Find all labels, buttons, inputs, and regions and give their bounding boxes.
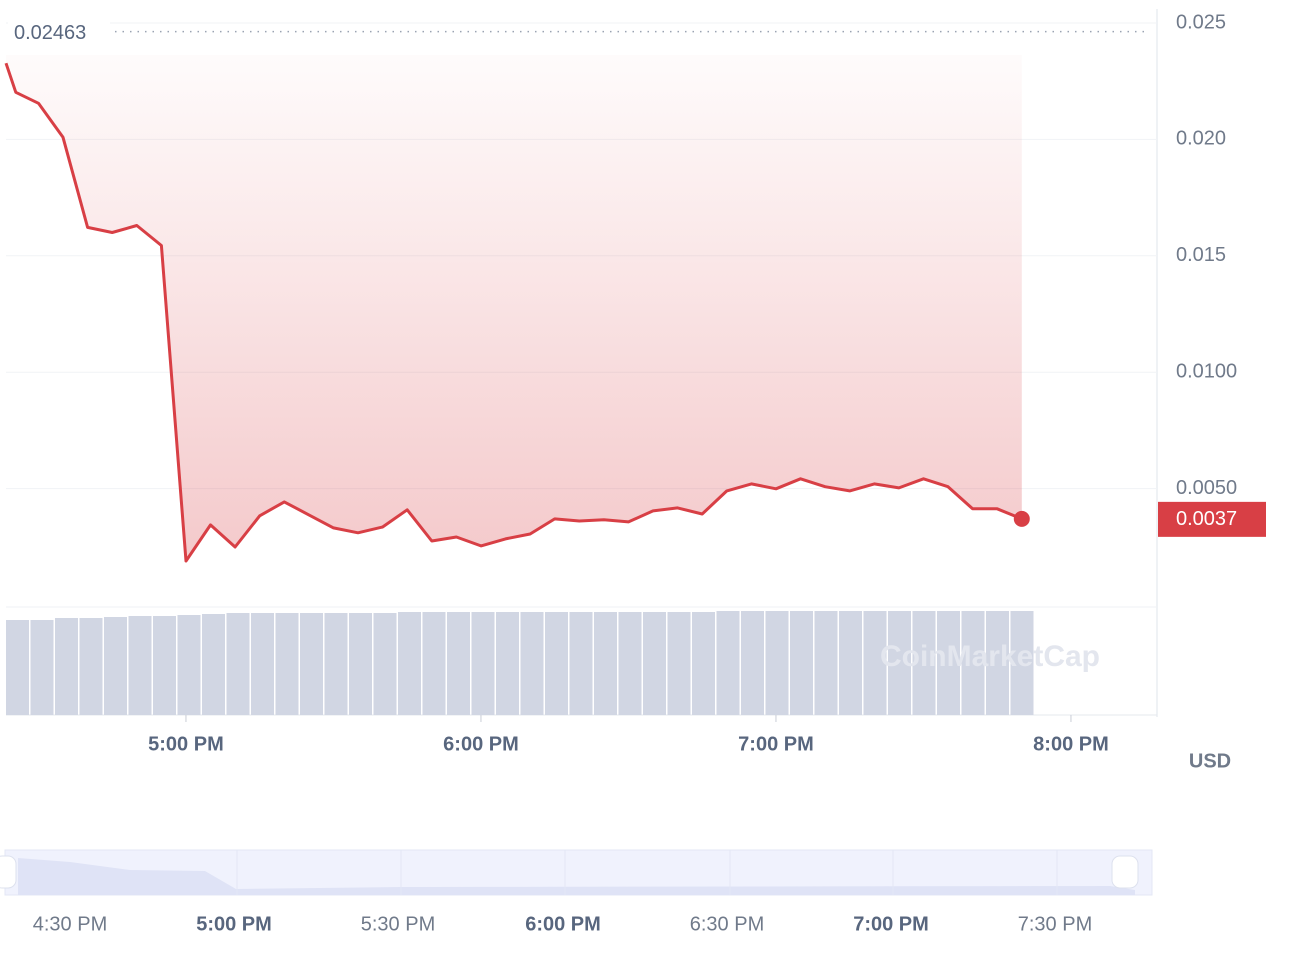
volume-bar (741, 611, 764, 715)
volume-bar (643, 612, 666, 715)
watermark: CoinMarketCap (880, 640, 1100, 673)
reference-label: 0.02463 (14, 22, 86, 44)
volume-bar (961, 611, 985, 715)
y-tick-label: 0.015 (1176, 244, 1226, 266)
reference-label-bg (8, 15, 110, 48)
volume-bar (814, 611, 838, 715)
volume-bar (398, 612, 421, 715)
volume-bar (104, 617, 127, 715)
volume-bar (128, 616, 152, 715)
navigator-tick-label: 7:00 PM (853, 913, 929, 935)
area-fill (6, 55, 1022, 561)
volume-bar (716, 611, 740, 715)
current-price-label: 0.0037 (1176, 508, 1237, 530)
volume-bar (251, 613, 274, 715)
volume-bar (618, 612, 642, 715)
volume-bar (471, 612, 495, 715)
volume-bar (986, 611, 1009, 715)
volume-bar (202, 614, 225, 715)
current-price-box (1158, 501, 1266, 537)
y-tick-label: 0.0100 (1176, 360, 1237, 382)
volume-bar (594, 612, 617, 715)
volume-bar (569, 612, 593, 715)
y-tick-label: 0.025 (1176, 11, 1226, 33)
currency-label: USD (1189, 750, 1231, 772)
x-tick-label: 8:00 PM (1033, 733, 1109, 755)
y-tick-label: 0.020 (1176, 128, 1226, 150)
volume-bar (863, 611, 887, 715)
price-line (4, 62, 1023, 563)
volume-bar (300, 613, 323, 715)
navigator-area (18, 858, 1135, 895)
volume-bar (520, 612, 544, 715)
volume-bar (324, 613, 348, 715)
volume-bar (79, 618, 103, 715)
volume-bar (153, 616, 176, 715)
navigator-tick-label: 4:30 PM (33, 913, 107, 935)
volume-bar (790, 611, 813, 715)
volume-bar (373, 613, 397, 715)
navigator-grid (236, 850, 1058, 895)
navigator-handle[interactable] (1111, 855, 1139, 889)
volume-bar (275, 613, 299, 715)
volume-bar (55, 618, 78, 715)
volume-bar (30, 620, 54, 715)
volume-bar (888, 611, 911, 715)
volume-bar (912, 611, 936, 715)
volume-bar (765, 611, 789, 715)
navigator-tick-label: 6:00 PM (525, 913, 601, 935)
volume-bar (496, 612, 519, 715)
volume-bar (177, 615, 201, 715)
volume-bar (226, 613, 250, 715)
x-tick-label: 6:00 PM (443, 733, 519, 755)
x-tick-label: 7:00 PM (738, 733, 814, 755)
volume-bar (692, 612, 715, 715)
volume-bar (1010, 611, 1034, 715)
y-tick-label: 0.0050 (1176, 477, 1237, 499)
navigator-tick-label: 7:30 PM (1018, 913, 1092, 935)
navigator-tick-label: 5:00 PM (196, 913, 272, 935)
volume-bar (667, 612, 691, 715)
volume-bar (937, 611, 960, 715)
volume-bar (839, 611, 862, 715)
last-point (1013, 510, 1030, 527)
navigator-tick-label: 6:30 PM (690, 913, 764, 935)
volume-bar (422, 612, 446, 715)
volume-bar (6, 620, 29, 715)
volume-bar (447, 612, 470, 715)
volume-bar (349, 613, 372, 715)
navigator-handle[interactable] (0, 855, 17, 889)
x-tick-label: 5:00 PM (148, 733, 224, 755)
volume-bars (6, 611, 1034, 715)
navigator-tick-label: 5:30 PM (361, 913, 435, 935)
volume-bar (545, 612, 568, 715)
